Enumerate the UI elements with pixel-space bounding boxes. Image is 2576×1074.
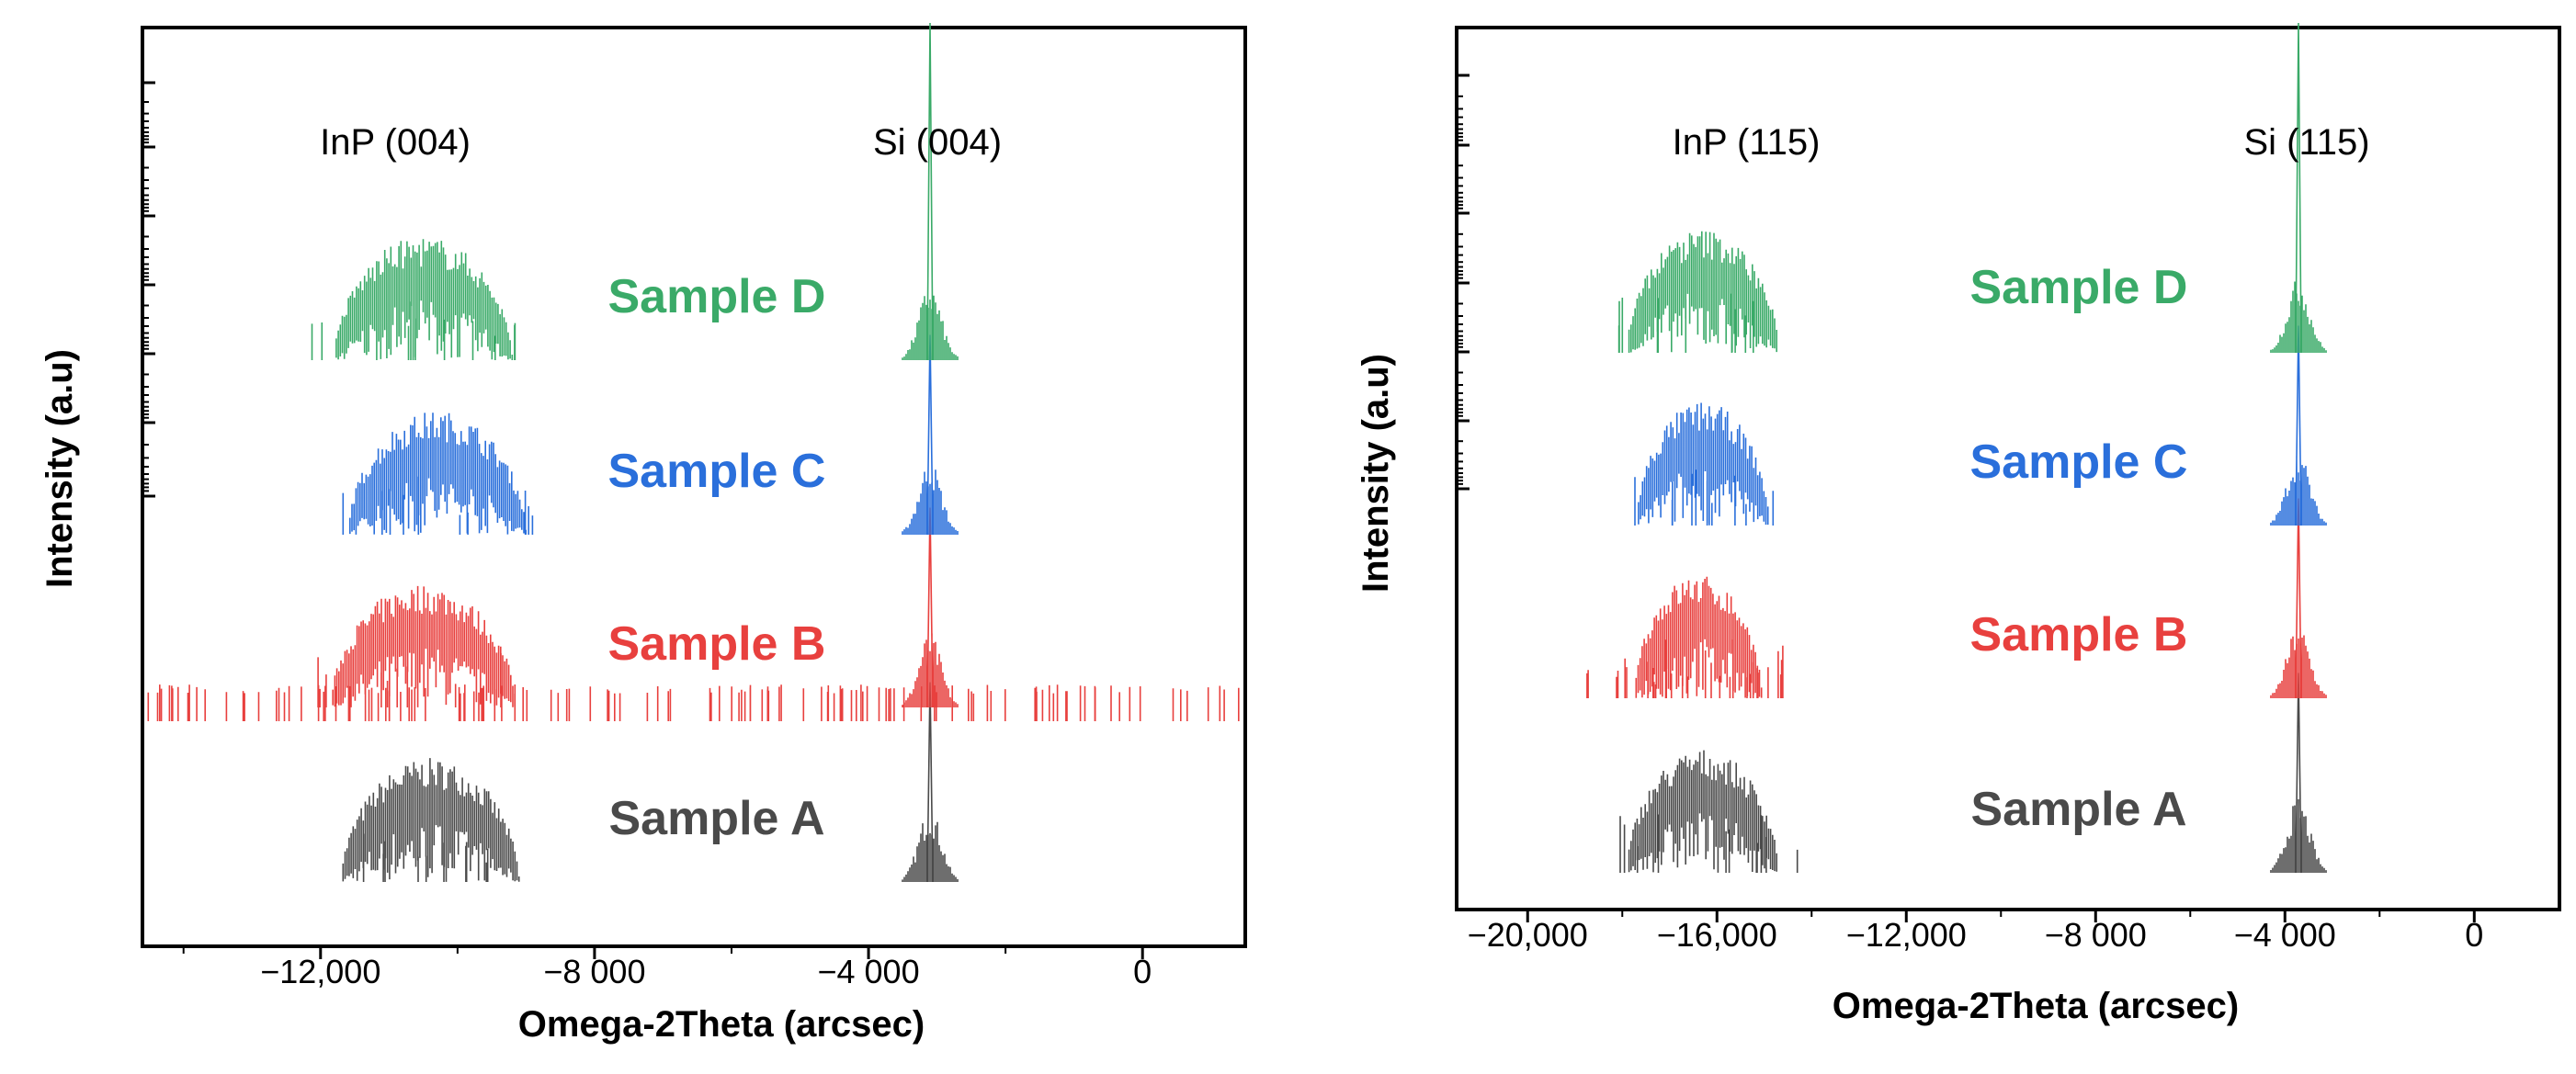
right-y-ticks: [1457, 73, 1470, 491]
left-trace-sample-a: [342, 682, 959, 883]
left-label-sample-d: Sample D: [608, 270, 826, 323]
right-x-ticks: −20,000 −16,000 −12,000 −8 000 −4 000 0: [1468, 910, 2483, 954]
right-y-axis-title: Intensity (a.u): [1356, 354, 1396, 593]
left-trace-sample-b: [147, 507, 1240, 721]
right-label-sample-d: Sample D: [1970, 261, 2188, 314]
left-y-ticks: [142, 81, 155, 498]
right-label-sample-c: Sample C: [1970, 435, 2188, 489]
right-annotation-inp: InP (115): [1673, 122, 1821, 163]
right-trace-sample-c: [1634, 325, 2327, 526]
left-label-sample-a: Sample A: [608, 792, 824, 845]
left-panel: −12,000 −8 000 −4 000 0 InP (004) Si (004) …: [40, 22, 1247, 1045]
left-annotation-inp: InP (004): [320, 122, 471, 163]
left-x-axis-title: Omega-2Theta (arcsec): [518, 1004, 925, 1045]
left-x-tick-label: −8 000: [543, 953, 645, 990]
left-y-axis-title: Intensity (a.u): [40, 349, 80, 588]
left-x-tick-label: −4 000: [817, 953, 919, 990]
right-trace-sample-b: [1586, 498, 2327, 699]
left-label-sample-b: Sample B: [608, 617, 826, 671]
right-x-tick-label: 0: [2465, 916, 2483, 954]
right-label-sample-b: Sample B: [1970, 608, 2188, 661]
left-trace-sample-c: [342, 334, 959, 536]
right-x-tick-label: −8 000: [2045, 916, 2147, 954]
right-x-tick-label: −16,000: [1657, 916, 1777, 954]
left-label-sample-c: Sample C: [608, 445, 826, 498]
right-x-tick-label: −12,000: [1846, 916, 1967, 954]
left-x-tick-label: 0: [1133, 953, 1152, 990]
right-panel: −20,000 −16,000 −12,000 −8 000 −4 000 0 InP (…: [1356, 22, 2561, 1026]
left-x-tick-label: −12,000: [260, 953, 380, 990]
right-x-axis-title: Omega-2Theta (arcsec): [1833, 986, 2239, 1026]
right-x-tick-label: −20,000: [1468, 916, 1588, 954]
left-x-ticks: −12,000 −8 000 −4 000 0: [182, 946, 1152, 990]
right-label-sample-a: Sample A: [1970, 783, 2186, 836]
right-annotation-si: Si (115): [2243, 122, 2369, 163]
left-annotation-si: Si (004): [873, 122, 1002, 163]
right-trace-sample-a: [1619, 673, 2327, 874]
right-x-tick-label: −4 000: [2234, 916, 2336, 954]
